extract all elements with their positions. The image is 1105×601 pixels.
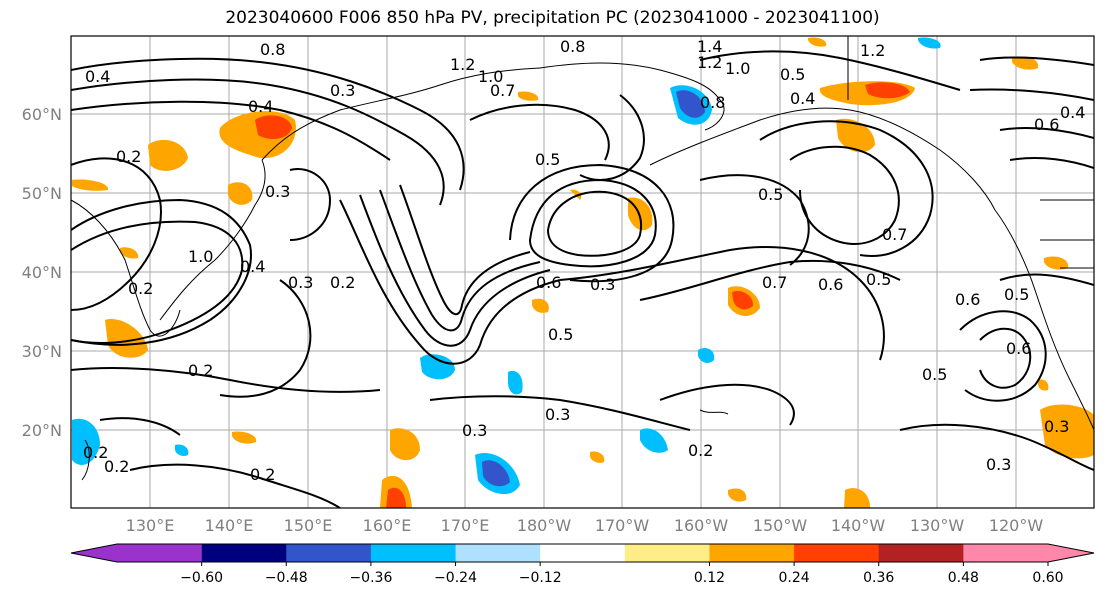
contour-label: 1.0	[478, 67, 503, 86]
lon-label: 160°E	[363, 516, 412, 535]
colorbar-segment	[71, 544, 202, 562]
contour-label: 0.2	[688, 441, 713, 460]
contour-label: 0.8	[560, 37, 585, 56]
colorbar-tick-label: 0.48	[948, 570, 979, 586]
contour-label: 1.2	[697, 53, 722, 72]
lon-label: 130°E	[126, 516, 175, 535]
colorbar-segment	[286, 544, 372, 562]
contour-label: 0.3	[1044, 417, 1069, 436]
contour-label: 0.2	[188, 361, 213, 380]
lon-label: 150°W	[753, 516, 808, 535]
lat-label: 50°N	[22, 184, 62, 203]
colorbar-segment	[794, 544, 880, 562]
contour-label: 0.5	[780, 65, 805, 84]
contour-label: 0.5	[866, 270, 891, 289]
contour-label: 0.6	[818, 275, 843, 294]
colorbar-tick-label: −0.48	[265, 570, 308, 586]
colorbar-outline	[70, 543, 1095, 563]
map-frame	[70, 35, 1095, 509]
contour-label: 0.3	[986, 455, 1011, 474]
colorbar-tick-label: 0.60	[1032, 570, 1063, 586]
colorbar-tick-label: −0.12	[519, 570, 562, 586]
lat-label: 40°N	[22, 263, 62, 282]
contour-label: 1.4	[697, 37, 722, 56]
lon-label: 170°E	[441, 516, 490, 535]
lat-label: 30°N	[22, 342, 62, 361]
latitude-labels: 60°N 50°N 40°N 30°N 20°N	[22, 105, 62, 440]
lat-label: 60°N	[22, 105, 62, 124]
lon-label: 150°E	[284, 516, 333, 535]
colorbar	[70, 543, 1095, 563]
contour-label: 0.4	[240, 257, 265, 276]
lon-label: 140°W	[831, 516, 886, 535]
contour-label: 0.6	[1034, 115, 1059, 134]
colorbar-segment	[963, 544, 1094, 562]
contour-label: 0.8	[700, 93, 725, 112]
contour-label: 1.0	[725, 59, 750, 78]
contour-label: 0.5	[758, 185, 783, 204]
contour-label: 0.2	[116, 147, 141, 166]
colorbar-tick-label: 0.24	[779, 570, 810, 586]
colorbar-tick-label: −0.60	[180, 570, 223, 586]
contour-label: 0.4	[790, 89, 815, 108]
lon-label: 120°W	[989, 516, 1044, 535]
precip-shading	[72, 37, 1094, 508]
contour-label: 0.3	[462, 421, 487, 440]
colorbar-segment	[709, 544, 795, 562]
contour-label: 0.4	[85, 67, 110, 86]
contour-label: 0.8	[260, 40, 285, 59]
lon-label: 130°W	[910, 516, 965, 535]
contour-label: 0.5	[535, 150, 560, 169]
contour-labels: 0.4 0.8 1.2 1.0 0.7 0.3 0.4 0.2 0.3 0.5 …	[83, 37, 1085, 484]
contour-label: 0.7	[882, 225, 907, 244]
lon-label: 180°W	[517, 516, 572, 535]
longitude-labels: 130°E 140°E 150°E 160°E 170°E 180°W 170°…	[126, 516, 1044, 535]
colorbar-segment	[878, 544, 964, 562]
contour-label: 0.5	[548, 325, 573, 344]
contour-label: 0.6	[955, 290, 980, 309]
colorbar-segment	[370, 544, 457, 562]
colorbar-segment	[624, 544, 710, 562]
coastlines	[71, 36, 1094, 481]
contour-label: 0.4	[248, 97, 273, 116]
contour-label: 1.2	[860, 41, 885, 60]
lat-label: 20°N	[22, 421, 62, 440]
colorbar-segment	[540, 544, 626, 562]
contour-label: 0.2	[330, 273, 355, 292]
contour-label: 0.5	[1004, 285, 1029, 304]
contour-label: 0.3	[590, 275, 615, 294]
pv-contours	[71, 50, 1094, 508]
contour-label: 0.7	[490, 81, 515, 100]
contour-label: 0.7	[762, 273, 787, 292]
lon-label: 140°E	[205, 516, 254, 535]
contour-label: 0.3	[265, 182, 290, 201]
contour-label: 0.2	[83, 443, 108, 462]
chart-title: 2023040600 F006 850 hPa PV, precipitatio…	[225, 8, 880, 28]
lon-label: 170°W	[595, 516, 650, 535]
contour-label: 0.3	[288, 273, 313, 292]
contour-label: 0.6	[1006, 339, 1031, 358]
colorbar-tick-label: −0.24	[434, 570, 477, 586]
contour-label: 0.3	[330, 81, 355, 100]
colorbar-ticks: −0.60 −0.48 −0.36 −0.24 −0.12 0.12 0.24 0.36 0.4…	[180, 562, 1064, 586]
contour-label: 0.5	[922, 365, 947, 384]
colorbar-segment	[201, 544, 287, 562]
contour-label: 1.0	[188, 247, 213, 266]
colorbar-tick-label: 0.12	[694, 570, 725, 586]
contour-label: 0.2	[250, 465, 275, 484]
contour-label: 0.2	[128, 279, 153, 298]
contour-label: 0.6	[536, 273, 561, 292]
colorbar-tick-label: 0.36	[863, 570, 894, 586]
gridlines	[71, 36, 1094, 508]
lon-label: 160°W	[674, 516, 729, 535]
colorbar-tick-label: −0.36	[349, 570, 392, 586]
contour-label: 0.3	[545, 405, 570, 424]
contour-label: 0.4	[1060, 103, 1085, 122]
contour-label: 0.2	[104, 457, 129, 476]
colorbar-segment	[455, 544, 541, 562]
contour-label: 1.2	[450, 55, 475, 74]
